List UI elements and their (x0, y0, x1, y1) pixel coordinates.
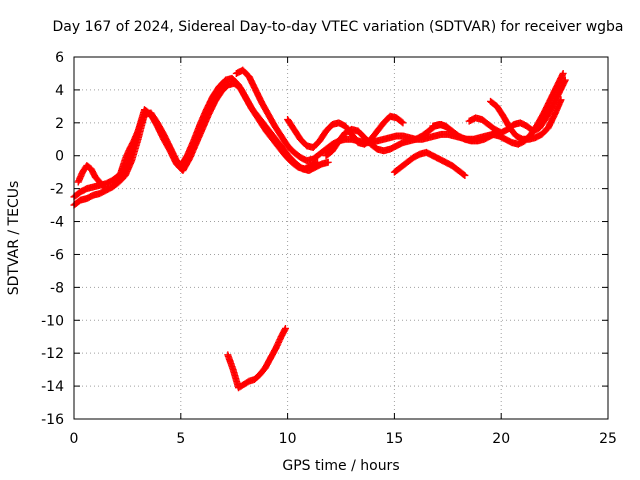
data-point (314, 158, 322, 166)
data-point (561, 76, 569, 84)
plot-frame (73, 56, 609, 420)
data-point (281, 325, 289, 332)
y-axis-label: SDTVAR / TECUs (6, 181, 22, 296)
data-point (559, 69, 567, 77)
series-track-j (465, 76, 569, 137)
y-tick-label: -6 (50, 247, 64, 263)
x-tick-label: 5 (176, 431, 185, 447)
gridlines (73, 56, 609, 420)
y-tick-label: -4 (50, 215, 64, 231)
y-tick-label: -14 (41, 379, 64, 395)
x-tick-label: 20 (492, 431, 510, 447)
data-point (281, 326, 289, 334)
y-tick-label: -16 (41, 412, 64, 428)
y-tick-label: -2 (50, 182, 64, 198)
series-track-d (117, 116, 146, 176)
x-axis-ticks: 0 5 10 15 20 25 (70, 57, 617, 447)
y-tick-label: -8 (50, 280, 64, 296)
y-tick-label: 0 (55, 149, 64, 165)
series-track-g (322, 120, 452, 160)
y-tick-label: 2 (55, 116, 64, 132)
series-track-l (224, 325, 289, 392)
series-track-h (390, 148, 469, 179)
data-point (324, 158, 332, 166)
data-point (99, 182, 107, 190)
data-point (460, 171, 468, 179)
chart-title: Day 167 of 2024, Sidereal Day-to-day VTE… (52, 19, 623, 35)
series-track-a (70, 74, 332, 209)
data-point (461, 171, 469, 179)
x-axis-label: GPS time / hours (282, 458, 399, 474)
data-point (100, 183, 108, 191)
x-tick-label: 25 (599, 431, 617, 447)
data-point (399, 119, 407, 127)
series-track-f (284, 112, 407, 151)
y-axis-ticks: -16 -14 -12 -10 -8 -6 -4 -2 0 2 4 6 (41, 50, 608, 428)
series-track-k (487, 96, 565, 143)
data-point (557, 96, 565, 104)
x-tick-label: 10 (279, 431, 297, 447)
y-tick-label: 6 (55, 50, 64, 66)
data-point (138, 116, 146, 124)
y-tick-label: 4 (55, 83, 64, 99)
data-point (398, 118, 406, 126)
x-tick-label: 15 (385, 431, 403, 447)
series-track-c (74, 162, 108, 191)
y-tick-label: -12 (41, 346, 64, 362)
x-tick-label: 0 (70, 431, 79, 447)
data-points (70, 66, 569, 392)
y-tick-label: -10 (41, 313, 64, 329)
